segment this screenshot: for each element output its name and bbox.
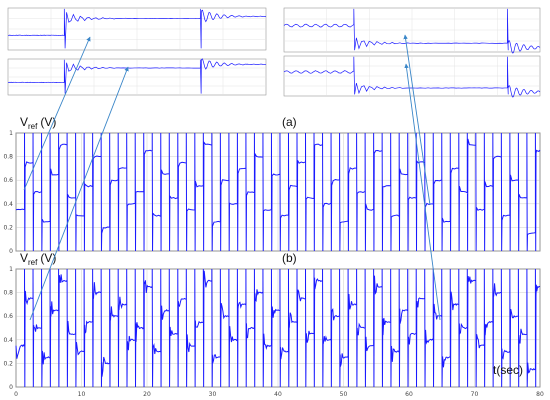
panel-a-trace <box>15 132 541 252</box>
main-plot-a: 0 0.2 0.4 0.6 0.8 1 <box>3 130 541 255</box>
zoom-b-left-trace <box>7 58 267 94</box>
panel-b-xtick-label: 60 <box>405 391 413 398</box>
panel-b-ytick-label: 0.6 <box>3 313 13 320</box>
panel-b-xtick-label: 20 <box>143 391 151 398</box>
callout-arrow <box>403 34 431 206</box>
panel-b-ytick-label: 1 <box>9 266 13 273</box>
inset-plot-lower-left <box>7 58 267 96</box>
callout-arrow <box>23 36 91 191</box>
panel-a-ytick-label: 0.8 <box>3 154 13 161</box>
panel-b-trace <box>15 268 541 388</box>
panel-b-xtick-label: 80 <box>536 391 544 398</box>
panel-b-ytick-label: 0.4 <box>3 337 13 344</box>
panel-b-xtick-label: 10 <box>78 391 86 398</box>
zoom-b-right-trace <box>283 56 541 98</box>
time-axis-label: t(sec) <box>493 363 523 377</box>
main-plot-b: 00.20.40.60.810 10 20 30 40 50 60 70 80 <box>3 266 544 398</box>
panel-a-label: (a) <box>282 115 297 129</box>
panel-a-ytick-label: 1 <box>9 130 13 137</box>
panel-b-ytick-label: 0.8 <box>3 290 13 297</box>
panel-b-ytick-label: 0.2 <box>3 360 13 367</box>
callout-arrow <box>404 63 441 321</box>
inset-plot-upper-right <box>283 7 541 54</box>
panel-a-ytick-label: 0.4 <box>3 201 13 208</box>
callout-arrows <box>23 34 441 321</box>
panel-b-xtick-label: 0 <box>14 391 18 398</box>
panel-a-ylabel: Vref (V) <box>20 115 56 131</box>
panel-a-ytick-label: 0.6 <box>3 177 13 184</box>
panel-b-ytick-label: 0 <box>9 384 13 391</box>
callout-arrow <box>29 66 129 321</box>
panel-b-xtick-label: 40 <box>274 391 282 398</box>
panel-b-xtick-label: 50 <box>340 391 348 398</box>
inset-plot-upper-left <box>7 7 267 51</box>
panel-b-ylabel: Vref (V) <box>20 251 56 267</box>
zoom-a-right-trace <box>283 8 541 54</box>
panel-b-xtick-label: 70 <box>471 391 479 398</box>
panel-a-ytick-label: 0 <box>9 248 13 255</box>
panel-b-xtick-label: 30 <box>209 391 217 398</box>
inset-plot-lower-right <box>283 55 541 98</box>
zoom-a-left-trace <box>7 8 266 49</box>
panel-a-ytick-label: 0.2 <box>3 224 13 231</box>
panel-b-label: (b) <box>282 251 297 265</box>
